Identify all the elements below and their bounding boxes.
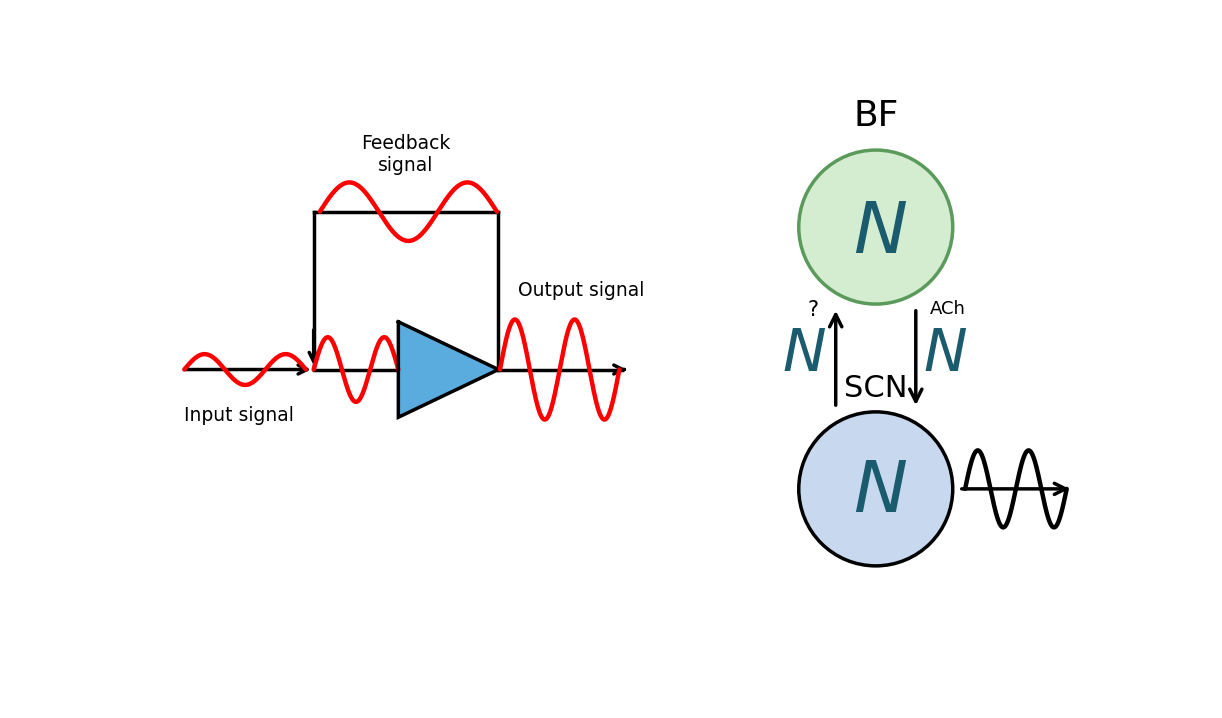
Text: BF: BF <box>853 99 898 133</box>
Circle shape <box>799 412 953 566</box>
Text: $\mathit{N}$: $\mathit{N}$ <box>924 326 968 383</box>
Text: Feedback
signal: Feedback signal <box>362 134 451 174</box>
Text: ACh: ACh <box>930 300 965 318</box>
Text: $\mathit{N}$: $\mathit{N}$ <box>853 199 907 268</box>
Text: SCN: SCN <box>844 373 908 403</box>
Text: $\mathit{N}$: $\mathit{N}$ <box>853 458 907 527</box>
Circle shape <box>799 150 953 304</box>
Text: Input signal: Input signal <box>185 406 295 426</box>
Text: $\mathit{N}$: $\mathit{N}$ <box>782 326 826 383</box>
Text: Output signal: Output signal <box>518 281 644 300</box>
Text: ?: ? <box>808 300 819 320</box>
Polygon shape <box>398 322 499 417</box>
